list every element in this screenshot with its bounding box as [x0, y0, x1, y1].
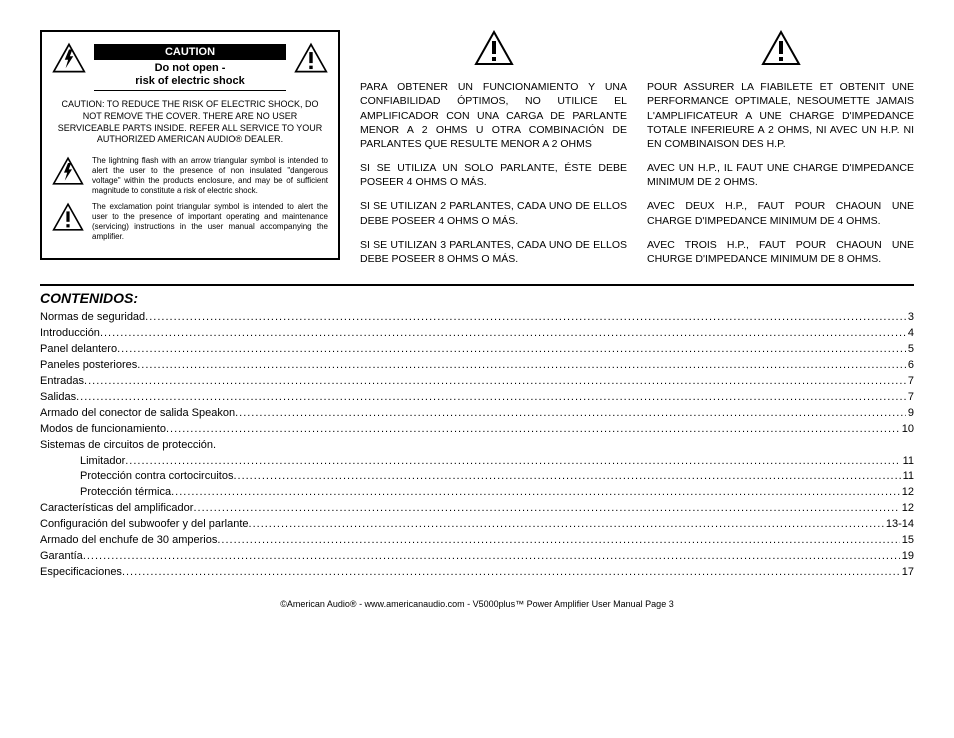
toc-label: Armado del conector de salida Speakon [40, 406, 235, 422]
exclamation-icon [294, 42, 328, 74]
toc-page: 15 [900, 533, 914, 549]
toc: Normas de seguridad3Introducción4Panel d… [40, 310, 914, 581]
french-p1: POUR ASSURER LA FIABILETE ET OBTENIT UNE… [647, 80, 914, 151]
toc-row: Garantía 19 [40, 549, 914, 565]
toc-row: Introducción 4 [40, 326, 914, 342]
toc-dots [122, 565, 900, 581]
toc-page: 12 [900, 485, 914, 501]
french-p4: AVEC TROIS H.P., FAUT POUR CHAOUN UNE CH… [647, 238, 914, 266]
toc-row: Limitador 11 [40, 454, 914, 470]
caution-header: CAUTION Do not open - risk of electric s… [52, 42, 328, 91]
toc-section-header: Sistemas de circuitos de protección. [40, 438, 914, 454]
toc-row: Armado del enchufe de 30 amperios 15 [40, 533, 914, 549]
lightning-explain-row: The lightning flash with an arrow triang… [52, 156, 328, 196]
footer: ©American Audio® - www.americanaudio.com… [40, 599, 914, 609]
caution-box: CAUTION Do not open - risk of electric s… [40, 30, 340, 260]
exclaim-explain-text: The exclamation point triangular symbol … [92, 202, 328, 242]
toc-label: Paneles posteriores [40, 358, 137, 374]
toc-page: 12 [900, 501, 914, 517]
toc-dots [166, 422, 900, 438]
toc-row: Características del amplificador 12 [40, 501, 914, 517]
caution-sub-line1: Do not open - [155, 62, 226, 74]
french-column: POUR ASSURER LA FIABILETE ET OBTENIT UNE… [647, 30, 914, 276]
toc-dots [137, 358, 906, 374]
toc-row: Entradas 7 [40, 374, 914, 390]
toc-dots [249, 517, 884, 533]
toc-dots [217, 533, 899, 549]
toc-label: Protección contra cortocircuitos [40, 469, 233, 485]
toc-label: Modos de funcionamiento [40, 422, 166, 438]
toc-dots [145, 310, 906, 326]
toc-row: Especificaciones 17 [40, 565, 914, 581]
toc-title: CONTENIDOS: [40, 290, 914, 306]
toc-page: 9 [906, 406, 914, 422]
divider [40, 284, 914, 286]
toc-page: 7 [906, 390, 914, 406]
toc-dots [193, 501, 899, 517]
toc-dots [233, 469, 900, 485]
toc-page: 5 [906, 342, 914, 358]
toc-dots [125, 454, 900, 470]
toc-page: 6 [906, 358, 914, 374]
spanish-p4: SI SE UTILIZAN 3 PARLANTES, CADA UNO DE … [360, 238, 627, 266]
toc-dots [76, 390, 906, 406]
caution-title: CAUTION [94, 44, 286, 60]
exclamation-icon [360, 30, 627, 70]
toc-label: Introducción [40, 326, 100, 342]
toc-row: Armado del conector de salida Speakon 9 [40, 406, 914, 422]
toc-dots [117, 342, 906, 358]
toc-page: 4 [906, 326, 914, 342]
lightning-icon [52, 156, 84, 196]
toc-label: Limitador [40, 454, 125, 470]
toc-dots [235, 406, 906, 422]
lightning-icon [52, 42, 86, 74]
toc-label: Normas de seguridad [40, 310, 145, 326]
exclaim-explain-row: The exclamation point triangular symbol … [52, 202, 328, 242]
toc-page: 7 [906, 374, 914, 390]
toc-label: Especificaciones [40, 565, 122, 581]
toc-page: 17 [900, 565, 914, 581]
toc-label: Armado del enchufe de 30 amperios [40, 533, 217, 549]
spanish-p3: SI SE UTILIZAN 2 PARLANTES, CADA UNO DE … [360, 199, 627, 227]
toc-label: Panel delantero [40, 342, 117, 358]
toc-dots [100, 326, 906, 342]
page: CAUTION Do not open - risk of electric s… [0, 0, 954, 619]
toc-label: Garantía [40, 549, 83, 565]
toc-label: Protección térmica [40, 485, 171, 501]
spanish-column: PARA OBTENER UN FUNCIONAMIENTO Y UNA CON… [360, 30, 627, 276]
caution-header-center: CAUTION Do not open - risk of electric s… [94, 42, 286, 91]
caution-subtitle: Do not open - risk of electric shock [94, 60, 286, 91]
toc-row: Modos de funcionamiento 10 [40, 422, 914, 438]
toc-row: Configuración del subwoofer y del parlan… [40, 517, 914, 533]
exclamation-icon [52, 202, 84, 242]
top-warning-row: CAUTION Do not open - risk of electric s… [40, 30, 914, 276]
toc-page: 11 [901, 454, 914, 470]
toc-row: Paneles posteriores 6 [40, 358, 914, 374]
toc-page: 11 [901, 469, 914, 485]
toc-row: Normas de seguridad 3 [40, 310, 914, 326]
exclamation-icon [647, 30, 914, 70]
toc-dots [83, 549, 900, 565]
toc-page: 19 [900, 549, 914, 565]
lightning-explain-text: The lightning flash with an arrow triang… [92, 156, 328, 196]
spanish-p1: PARA OBTENER UN FUNCIONAMIENTO Y UNA CON… [360, 80, 627, 151]
toc-dots [84, 374, 906, 390]
french-p2: AVEC UN H.P., IL FAUT UNE CHARGE D'IMPED… [647, 161, 914, 189]
toc-page: 3 [906, 310, 914, 326]
caution-main-text: CAUTION: TO REDUCE THE RISK OF ELECTRIC … [52, 99, 328, 146]
toc-row: Salidas 7 [40, 390, 914, 406]
toc-row: Protección térmica 12 [40, 485, 914, 501]
toc-row: Protección contra cortocircuitos 11 [40, 469, 914, 485]
toc-label: Entradas [40, 374, 84, 390]
toc-label: Configuración del subwoofer y del parlan… [40, 517, 249, 533]
spanish-p2: SI SE UTILIZA UN SOLO PARLANTE, ÉSTE DEB… [360, 161, 627, 189]
caution-sub-line2: risk of electric shock [135, 75, 244, 87]
toc-row: Panel delantero 5 [40, 342, 914, 358]
toc-label: Características del amplificador [40, 501, 193, 517]
toc-label: Salidas [40, 390, 76, 406]
toc-page: 10 [900, 422, 914, 438]
french-p3: AVEC DEUX H.P., FAUT POUR CHAOUN UNE CHA… [647, 199, 914, 227]
toc-dots [171, 485, 900, 501]
toc-page: 13-14 [884, 517, 914, 533]
